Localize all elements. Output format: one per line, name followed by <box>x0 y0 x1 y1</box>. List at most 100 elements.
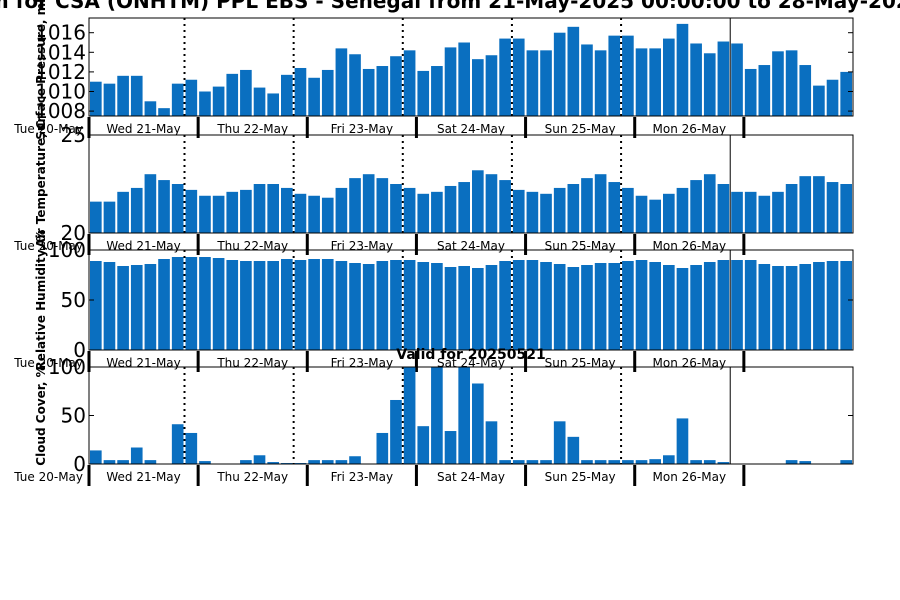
bar <box>103 460 116 464</box>
bar <box>703 53 716 116</box>
bar <box>594 460 607 464</box>
bar <box>458 42 470 116</box>
bar <box>676 187 689 233</box>
bar <box>608 35 621 116</box>
bar <box>390 260 402 350</box>
bar <box>635 195 648 233</box>
bar <box>472 170 484 233</box>
bar <box>185 257 198 350</box>
bar <box>417 426 430 464</box>
y-axis-label: Relative Humidity, % <box>34 230 48 371</box>
bar <box>117 191 129 233</box>
x-edge-label: Tue 20-May <box>13 470 83 484</box>
bar <box>526 260 539 350</box>
bar <box>199 91 211 116</box>
bar <box>512 460 525 464</box>
bar <box>485 421 498 464</box>
bar <box>212 195 225 233</box>
bar <box>622 187 634 233</box>
bar <box>485 55 498 116</box>
bar <box>362 68 375 116</box>
bar <box>212 258 225 350</box>
x-day-label: Sat 24-May <box>437 470 505 484</box>
x-day-label: Sat 24-May <box>437 122 505 136</box>
bar <box>267 261 279 350</box>
bar <box>199 195 211 233</box>
bar <box>731 191 743 233</box>
bar <box>594 174 607 233</box>
bar <box>840 261 852 350</box>
bar <box>785 50 798 117</box>
bar <box>103 83 116 116</box>
bar <box>199 461 211 464</box>
bar <box>294 260 307 350</box>
y-axis-label: Surface Pressure, mb <box>34 0 48 140</box>
bar <box>553 264 566 350</box>
bar <box>526 50 539 117</box>
bar <box>567 26 580 116</box>
y-tick-label: 1016 <box>35 21 86 45</box>
bar <box>158 259 170 350</box>
plot-frame <box>88 366 854 465</box>
bar <box>567 436 580 464</box>
bar <box>703 174 716 233</box>
x-day-label: Thu 22-May <box>216 470 288 484</box>
bar <box>444 185 457 233</box>
bar <box>744 260 757 350</box>
x-day-label: Wed 21-May <box>106 470 180 484</box>
bar <box>403 50 416 117</box>
bar <box>130 447 143 464</box>
bar <box>308 77 320 116</box>
x-day-label: Mon 26-May <box>653 470 727 484</box>
bar <box>635 460 648 464</box>
bar <box>431 263 443 350</box>
bar <box>540 193 552 233</box>
bar <box>799 264 812 350</box>
bar <box>499 180 511 233</box>
bar <box>294 193 307 233</box>
bar <box>826 261 839 350</box>
bar <box>321 197 334 233</box>
bar <box>826 182 839 233</box>
bar <box>294 67 307 116</box>
bar <box>253 184 266 233</box>
bar <box>144 460 157 464</box>
y-tick-label: 0 <box>73 338 86 362</box>
bar <box>444 431 457 464</box>
bar <box>731 43 743 117</box>
bar <box>690 460 702 464</box>
bar <box>485 265 498 350</box>
bar <box>171 257 184 350</box>
bar <box>267 184 279 233</box>
bar <box>472 59 484 116</box>
bar <box>458 266 470 350</box>
bar <box>171 83 184 116</box>
bar <box>608 263 621 350</box>
bar <box>253 87 266 116</box>
bar <box>171 424 184 464</box>
bar <box>663 455 675 464</box>
bar <box>130 75 143 116</box>
bar <box>349 263 361 350</box>
bar <box>321 259 334 350</box>
bar <box>117 460 129 464</box>
bar <box>403 260 416 350</box>
bar <box>772 191 784 233</box>
bar <box>840 71 852 116</box>
bar <box>717 184 730 233</box>
y-tick-label: 1012 <box>35 60 86 84</box>
x-day-label: Mon 26-May <box>653 122 727 136</box>
bar <box>240 460 252 464</box>
bar <box>90 261 102 350</box>
bar <box>799 65 812 116</box>
x-day-label: Fri 23-May <box>331 122 394 136</box>
y-axis-label: Cloud Cover, % <box>34 365 48 465</box>
bar <box>594 263 607 350</box>
x-day-label: Thu 22-May <box>216 122 288 136</box>
y-tick-label: 0 <box>73 452 86 476</box>
bar <box>349 54 361 116</box>
